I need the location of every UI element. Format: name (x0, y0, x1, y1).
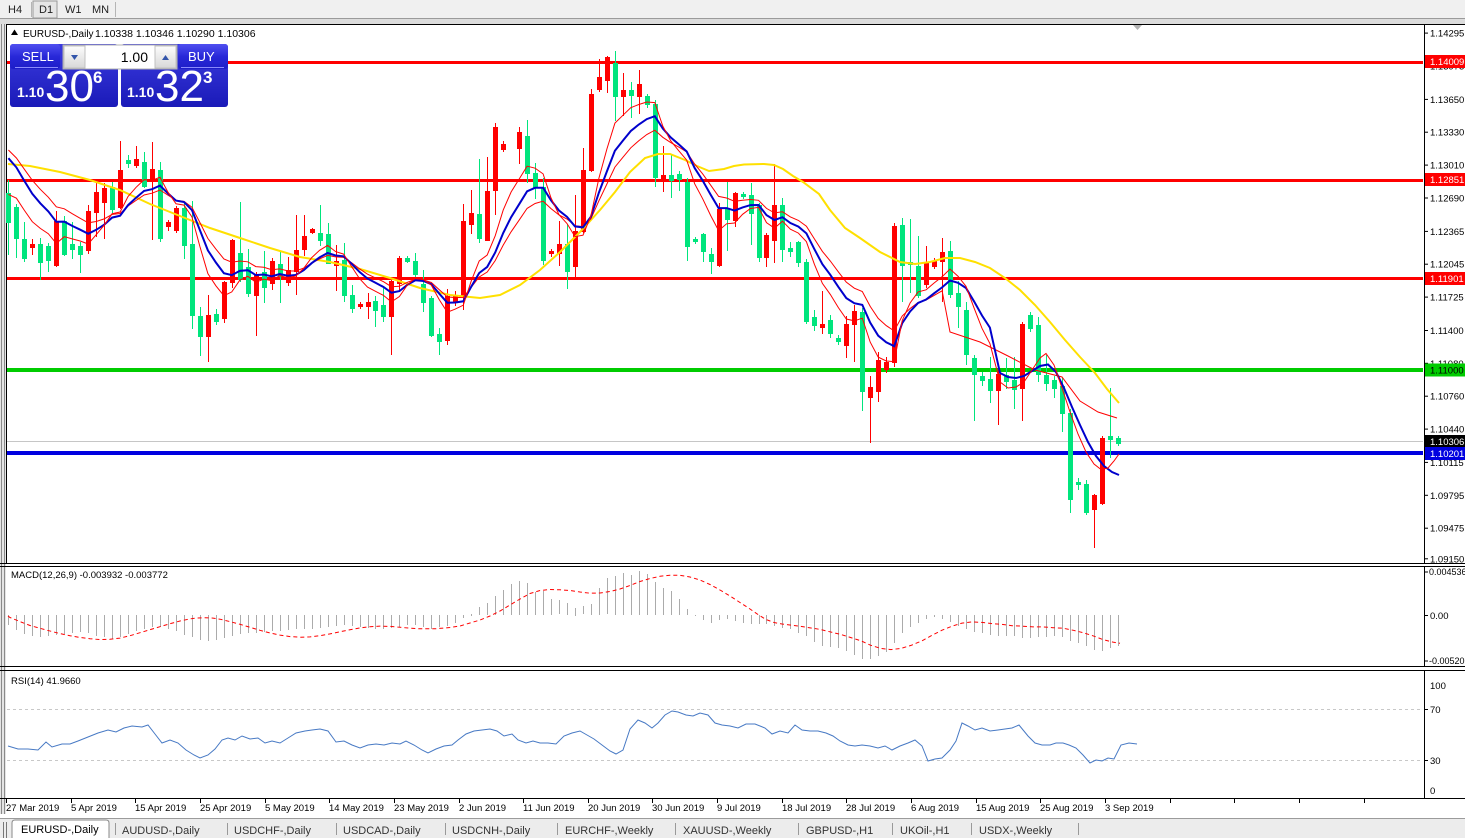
svg-text:W1: W1 (65, 4, 82, 16)
svg-text:100: 100 (1430, 681, 1446, 692)
svg-text:14 May 2019: 14 May 2019 (329, 803, 384, 814)
svg-text:MN: MN (92, 4, 109, 16)
svg-text:EURUSD-,Daily: EURUSD-,Daily (21, 824, 99, 836)
svg-text:5 May 2019: 5 May 2019 (265, 803, 315, 814)
svg-text:BUY: BUY (188, 49, 215, 64)
svg-text:1.10760: 1.10760 (1430, 392, 1464, 403)
svg-text:25 Aug 2019: 25 Aug 2019 (1040, 803, 1093, 814)
svg-text:1.10115: 1.10115 (1430, 458, 1464, 469)
svg-text:1.09475: 1.09475 (1430, 524, 1464, 535)
svg-text:1.12851: 1.12851 (1430, 175, 1464, 186)
svg-text:H4: H4 (8, 4, 22, 16)
svg-text:5 Apr 2019: 5 Apr 2019 (71, 803, 117, 814)
svg-text:GBPUSD-,H1: GBPUSD-,H1 (806, 825, 873, 837)
svg-text:0.004536: 0.004536 (1429, 567, 1465, 577)
svg-text:28 Jul 2019: 28 Jul 2019 (846, 803, 895, 814)
svg-text:1.11000: 1.11000 (1430, 366, 1464, 377)
svg-text:3 Sep 2019: 3 Sep 2019 (1105, 803, 1154, 814)
svg-text:11 Jun 2019: 11 Jun 2019 (523, 803, 575, 814)
svg-text:1.11901: 1.11901 (1430, 274, 1464, 285)
svg-text:1.13010: 1.13010 (1430, 161, 1464, 172)
svg-text:USDX-,Weekly: USDX-,Weekly (979, 825, 1053, 837)
svg-text:1.12365: 1.12365 (1430, 227, 1464, 238)
svg-text:D1: D1 (39, 4, 53, 16)
svg-text:1.13330: 1.13330 (1430, 128, 1464, 139)
svg-text:USDCHF-,Daily: USDCHF-,Daily (234, 825, 312, 837)
svg-text:1.13650: 1.13650 (1430, 95, 1464, 106)
svg-text:1.10338 1.10346 1.10290 1.1030: 1.10338 1.10346 1.10290 1.10306 (95, 28, 256, 40)
svg-text:1.10: 1.10 (17, 84, 44, 100)
svg-text:25 Apr 2019: 25 Apr 2019 (200, 803, 251, 814)
svg-text:1.00: 1.00 (121, 49, 148, 65)
svg-text:UKOil-,H1: UKOil-,H1 (900, 825, 950, 837)
svg-text:SELL: SELL (22, 49, 54, 64)
svg-text:1.10440: 1.10440 (1430, 425, 1464, 436)
svg-text:9 Jul 2019: 9 Jul 2019 (717, 803, 761, 814)
svg-text:15 Aug 2019: 15 Aug 2019 (976, 803, 1029, 814)
svg-text:6 Aug 2019: 6 Aug 2019 (911, 803, 959, 814)
svg-text:27 Mar 2019: 27 Mar 2019 (6, 803, 59, 814)
svg-text:18 Jul 2019: 18 Jul 2019 (782, 803, 831, 814)
svg-text:USDCAD-,Daily: USDCAD-,Daily (343, 825, 421, 837)
svg-text:1.10: 1.10 (127, 84, 154, 100)
svg-text:20 Jun 2019: 20 Jun 2019 (588, 803, 640, 814)
svg-text:30 Jun 2019: 30 Jun 2019 (652, 803, 704, 814)
svg-text:EURCHF-,Weekly: EURCHF-,Weekly (565, 825, 654, 837)
svg-text:30: 30 (45, 62, 94, 111)
svg-text:AUDUSD-,Daily: AUDUSD-,Daily (122, 825, 200, 837)
svg-text:1.11400: 1.11400 (1430, 326, 1464, 337)
svg-text:1.11725: 1.11725 (1430, 293, 1464, 304)
svg-text:6: 6 (93, 68, 102, 87)
svg-text:XAUUSD-,Weekly: XAUUSD-,Weekly (683, 825, 772, 837)
svg-text:MACD(12,26,9) -0.003932 -0.003: MACD(12,26,9) -0.003932 -0.003772 (11, 570, 168, 581)
svg-text:1.12045: 1.12045 (1430, 260, 1464, 271)
svg-text:3: 3 (203, 68, 212, 87)
svg-text:1.10306: 1.10306 (1430, 437, 1464, 448)
svg-text:RSI(14) 41.9660: RSI(14) 41.9660 (11, 676, 81, 687)
svg-text:30: 30 (1430, 756, 1441, 767)
svg-text:23 May 2019: 23 May 2019 (394, 803, 449, 814)
svg-text:32: 32 (155, 62, 204, 111)
svg-text:-0.005205: -0.005205 (1429, 656, 1465, 666)
svg-text:USDCNH-,Daily: USDCNH-,Daily (452, 825, 531, 837)
svg-text:1.09150: 1.09150 (1430, 554, 1464, 565)
svg-text:1.14295: 1.14295 (1430, 29, 1464, 40)
svg-text:0.00: 0.00 (1430, 611, 1449, 622)
svg-text:1.14009: 1.14009 (1430, 57, 1464, 68)
svg-text:70: 70 (1430, 705, 1441, 716)
svg-text:1.09795: 1.09795 (1430, 491, 1464, 502)
svg-text:1.10201: 1.10201 (1430, 449, 1464, 460)
svg-text:2 Jun 2019: 2 Jun 2019 (459, 803, 506, 814)
svg-text:0: 0 (1430, 786, 1435, 797)
svg-text:1.12690: 1.12690 (1430, 194, 1464, 205)
svg-text:EURUSD-,Daily: EURUSD-,Daily (23, 29, 94, 40)
svg-text:15 Apr 2019: 15 Apr 2019 (135, 803, 186, 814)
